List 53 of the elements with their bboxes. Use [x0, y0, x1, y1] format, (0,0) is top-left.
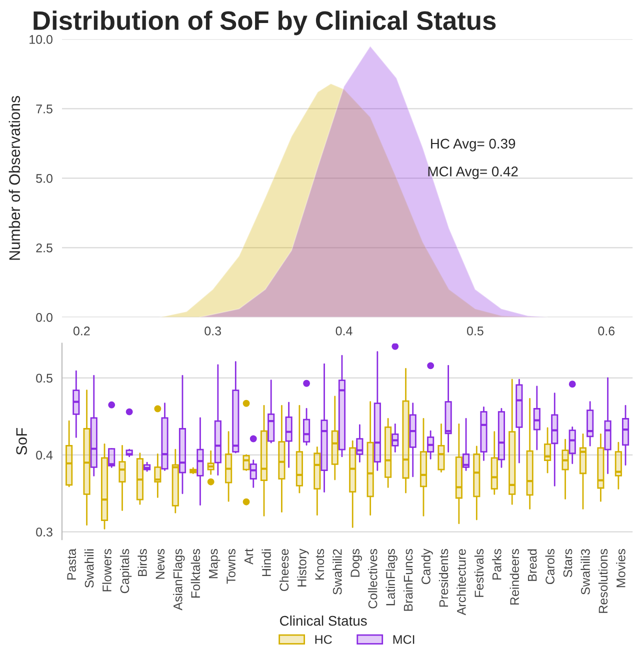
y-tick-label: 5.0 — [36, 174, 52, 183]
x-tick-label: Knots — [315, 549, 324, 580]
y-axis-title: Number of Observations — [8, 96, 20, 260]
x-tick-label: Bread — [528, 549, 537, 581]
annotation: MCI Avg= 0.42 — [428, 166, 518, 180]
y-tick-label: 2.5 — [36, 244, 52, 252]
y-tick-label: 0.0 — [36, 312, 52, 322]
x-tick-label: Festivals — [474, 549, 484, 597]
x-tick-label: Swahili — [84, 549, 94, 588]
y-tick-label: 0.3 — [36, 528, 52, 537]
x-tick-label: Capitals — [120, 549, 132, 594]
x-tick-label: Swahili2 — [332, 549, 342, 595]
x-tick-label: News — [156, 549, 165, 579]
x-tick-label: Swahili3 — [580, 549, 590, 595]
x-tick-label: Reindeers — [510, 549, 520, 605]
y-tick-label: 0.5 — [36, 374, 52, 383]
legend-title: Clinical Status — [280, 616, 367, 626]
x-tick-label: 0.6 — [598, 326, 615, 336]
x-tick-label: Art — [244, 548, 254, 565]
x-tick-label: Candy — [421, 548, 433, 584]
x-tick-label: BrainFuncs — [403, 549, 413, 611]
x-tick-label: Presidents — [438, 549, 448, 607]
y-tick-label: 10.0 — [30, 35, 52, 44]
x-tick-label: Movies — [616, 549, 626, 588]
legend-label: MCI — [393, 635, 414, 644]
x-tick-label: 0.2 — [73, 326, 90, 336]
x-tick-label: 0.5 — [466, 326, 484, 336]
chart-title: Distribution of SoF by Clinical Status — [34, 10, 496, 36]
x-tick-label: Towns — [226, 549, 236, 584]
x-tick-label: 0.4 — [336, 326, 352, 336]
x-tick-label: Hindi — [262, 549, 271, 576]
legend-label: HC — [315, 635, 332, 644]
x-tick-label: AsianFlags — [173, 549, 185, 610]
x-tick-label: Cheese — [279, 549, 289, 592]
x-tick-label: Folktales — [190, 549, 200, 598]
y-tick-label: 0.4 — [36, 450, 53, 460]
x-tick-label: Parks — [492, 549, 502, 580]
x-tick-label: Resolutions — [598, 549, 608, 613]
x-tick-label: Collectives — [368, 549, 378, 608]
x-tick-label: Dogs — [350, 549, 362, 577]
x-tick-label: Flowers — [102, 549, 112, 592]
x-tick-label: History — [297, 548, 309, 586]
x-tick-label: 0.3 — [204, 326, 221, 336]
x-tick-label: Birds — [138, 549, 147, 576]
y-axis-title: SoF — [16, 428, 28, 455]
x-tick-label: Pasta — [67, 548, 76, 580]
y-tick-label: 7.5 — [36, 104, 52, 114]
x-tick-label: LatinFlags — [386, 549, 398, 606]
x-tick-label: Stars — [563, 549, 572, 578]
x-tick-label: Architecture — [456, 549, 466, 616]
x-tick-label: Carols — [545, 549, 554, 584]
annotation: HC Avg= 0.39 — [431, 138, 516, 152]
x-tick-label: Maps — [209, 549, 220, 578]
